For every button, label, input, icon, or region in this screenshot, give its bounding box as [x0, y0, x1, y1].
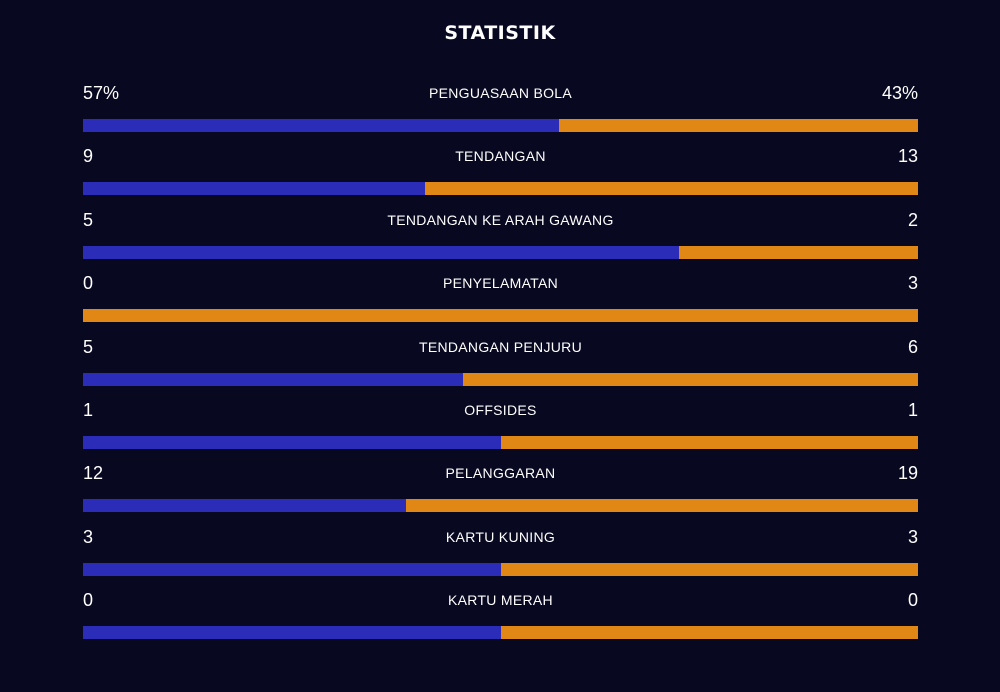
stat-row-tendangan-ke-arah-gawang: 5 TENDANGAN KE ARAH GAWANG 2 [83, 207, 918, 270]
away-value: 13 [897, 146, 918, 167]
stat-label: KARTU KUNING [445, 528, 556, 545]
stat-label: OFFSIDES [464, 401, 537, 418]
stat-row-kartu-merah: 0 KARTU MERAH 0 [83, 587, 918, 650]
stat-label: KARTU MERAH [448, 592, 553, 609]
comparison-bar [83, 245, 918, 259]
away-bar-fill [500, 435, 918, 449]
home-bar-fill [83, 119, 559, 132]
comparison-bar [83, 119, 918, 132]
stat-label: TENDANGAN KE ARAH GAWANG [387, 211, 614, 228]
stat-row-tendangan: 9 TENDANGAN 13 [83, 143, 918, 206]
away-value: 6 [907, 336, 918, 357]
home-value: 0 [83, 590, 94, 611]
home-bar-fill [83, 245, 680, 259]
home-bar-fill [83, 372, 463, 386]
stat-row-kartu-kuning: 3 KARTU KUNING 3 [83, 524, 918, 587]
stat-label: TENDANGAN PENJURU [418, 338, 582, 355]
home-value: 9 [83, 146, 94, 167]
stat-label: PENGUASAAN BOLA [429, 85, 572, 101]
home-value: 5 [83, 336, 94, 357]
stats-list: 57% PENGUASAAN BOLA 43% 9 TENDANGAN 13 5… [83, 80, 918, 651]
stat-row-offsides: 1 OFFSIDES 1 [83, 397, 918, 460]
stat-label: PELANGGARAN [445, 465, 556, 482]
home-value: 3 [83, 526, 94, 547]
away-value: 0 [907, 590, 918, 611]
home-bar-fill [83, 182, 425, 196]
away-bar-fill [500, 626, 918, 640]
home-bar-fill [83, 626, 501, 640]
home-value: 5 [83, 209, 94, 230]
away-bar-fill [558, 119, 918, 132]
away-bar-fill [424, 182, 918, 196]
away-bar-fill [462, 372, 918, 386]
comparison-bar [83, 372, 918, 386]
home-bar-fill [83, 562, 501, 576]
comparison-bar [83, 499, 918, 513]
stat-row-penyelamatan: 0 PENYELAMATAN 3 [83, 270, 918, 333]
home-bar-fill [83, 435, 501, 449]
home-value: 1 [83, 399, 94, 420]
home-value: 0 [83, 273, 94, 294]
away-bar-fill [83, 309, 918, 323]
stat-label: PENYELAMATAN [442, 275, 559, 292]
away-value: 3 [907, 526, 918, 547]
away-value: 3 [907, 273, 918, 294]
comparison-bar [83, 309, 918, 323]
away-bar-fill [679, 245, 918, 259]
stats-title: STATISTIK [444, 22, 556, 44]
away-value: 2 [907, 209, 918, 230]
stat-row-pelanggaran: 12 PELANGGARAN 19 [83, 460, 918, 523]
stat-row-tendangan-penjuru: 5 TENDANGAN PENJURU 6 [83, 334, 918, 397]
comparison-bar [83, 626, 918, 640]
stat-row-penguasaan-bola: 57% PENGUASAAN BOLA 43% [83, 80, 918, 143]
away-bar-fill [500, 562, 918, 576]
comparison-bar [83, 562, 918, 576]
home-value: 12 [83, 463, 104, 484]
comparison-bar [83, 182, 918, 196]
away-bar-fill [406, 499, 918, 513]
away-value: 1 [907, 399, 918, 420]
stat-label: TENDANGAN [455, 148, 546, 165]
home-bar-fill [83, 499, 407, 513]
away-value: 19 [897, 463, 918, 484]
home-value: 57% [83, 83, 120, 103]
away-value: 43% [881, 83, 918, 103]
comparison-bar [83, 435, 918, 449]
